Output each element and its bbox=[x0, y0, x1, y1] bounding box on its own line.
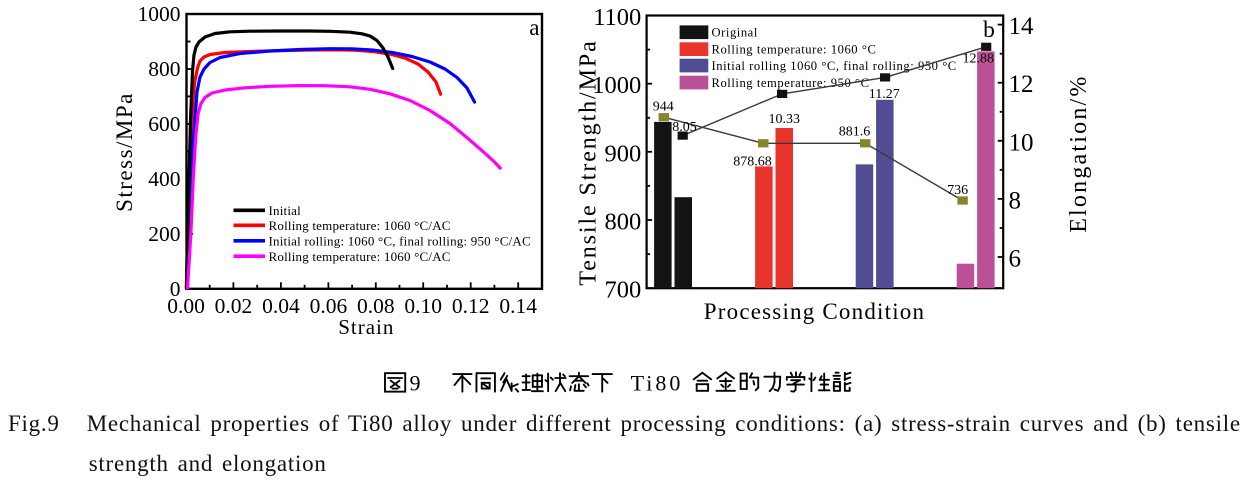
svg-text:Elongation/%: Elongation/% bbox=[1066, 74, 1092, 232]
svg-text:0.10: 0.10 bbox=[404, 294, 442, 318]
svg-text:12: 12 bbox=[1009, 71, 1034, 98]
svg-text:1000: 1000 bbox=[138, 2, 181, 26]
svg-text:200: 200 bbox=[148, 222, 180, 246]
svg-text:10.33: 10.33 bbox=[768, 112, 800, 127]
svg-text:736: 736 bbox=[947, 183, 968, 198]
svg-text:8.05: 8.05 bbox=[672, 120, 697, 135]
svg-text:944: 944 bbox=[653, 100, 674, 115]
svg-text:0.00: 0.00 bbox=[167, 294, 205, 318]
svg-text:Rolling temperature: 1060 °C: Rolling temperature: 1060 °C bbox=[712, 43, 877, 57]
svg-text:881.6: 881.6 bbox=[839, 125, 871, 140]
svg-text:0.04: 0.04 bbox=[262, 294, 300, 318]
svg-text:Rolling temperature: 1060 °C/A: Rolling temperature: 1060 °C/AC bbox=[269, 218, 451, 233]
svg-text:800: 800 bbox=[148, 57, 180, 81]
svg-text:0.08: 0.08 bbox=[357, 294, 395, 318]
svg-text:800: 800 bbox=[605, 209, 642, 236]
svg-text:700: 700 bbox=[605, 277, 642, 304]
svg-text:Strain: Strain bbox=[338, 315, 394, 339]
svg-text:0.14: 0.14 bbox=[499, 294, 537, 318]
svg-text:Initial rolling 1060 °C, final: Initial rolling 1060 °C, final rolling: … bbox=[712, 59, 957, 73]
svg-text:1100: 1100 bbox=[593, 4, 641, 31]
svg-text:600: 600 bbox=[148, 112, 180, 136]
svg-text:0.12: 0.12 bbox=[452, 294, 490, 318]
svg-text:6: 6 bbox=[1009, 246, 1022, 273]
svg-text:Processing Condition: Processing Condition bbox=[704, 299, 925, 324]
svg-text:Tensile Strength/MPa: Tensile Strength/MPa bbox=[576, 39, 602, 285]
svg-text:900: 900 bbox=[605, 140, 642, 167]
svg-text:Ti80: Ti80 bbox=[631, 371, 684, 396]
svg-text:a: a bbox=[529, 15, 539, 40]
svg-text:400: 400 bbox=[148, 167, 180, 191]
svg-text:11.27: 11.27 bbox=[869, 87, 900, 102]
svg-text:b: b bbox=[983, 17, 995, 43]
svg-text:Stress/MPa: Stress/MPa bbox=[112, 92, 137, 212]
svg-text:Original: Original bbox=[712, 26, 758, 40]
svg-text:Rolling temperature: 950 °C: Rolling temperature: 950 °C bbox=[712, 76, 870, 90]
svg-text:Initial: Initial bbox=[269, 203, 302, 218]
svg-text:0.02: 0.02 bbox=[215, 294, 253, 318]
svg-text:10: 10 bbox=[1009, 129, 1034, 156]
svg-text:0.06: 0.06 bbox=[310, 294, 348, 318]
svg-text:Rolling temperature: 1060 °C/A: Rolling temperature: 1060 °C/AC bbox=[269, 249, 451, 264]
svg-text:9: 9 bbox=[410, 371, 421, 396]
svg-text:1000: 1000 bbox=[592, 72, 641, 99]
svg-text:14: 14 bbox=[1009, 13, 1035, 40]
svg-text:878.68: 878.68 bbox=[733, 154, 772, 169]
svg-text:8: 8 bbox=[1009, 187, 1022, 214]
svg-text:0: 0 bbox=[170, 277, 181, 301]
svg-text:Initial rolling: 1060 °C, fina: Initial rolling: 1060 °C, final rolling:… bbox=[269, 233, 531, 248]
svg-text:12.88: 12.88 bbox=[962, 52, 994, 67]
